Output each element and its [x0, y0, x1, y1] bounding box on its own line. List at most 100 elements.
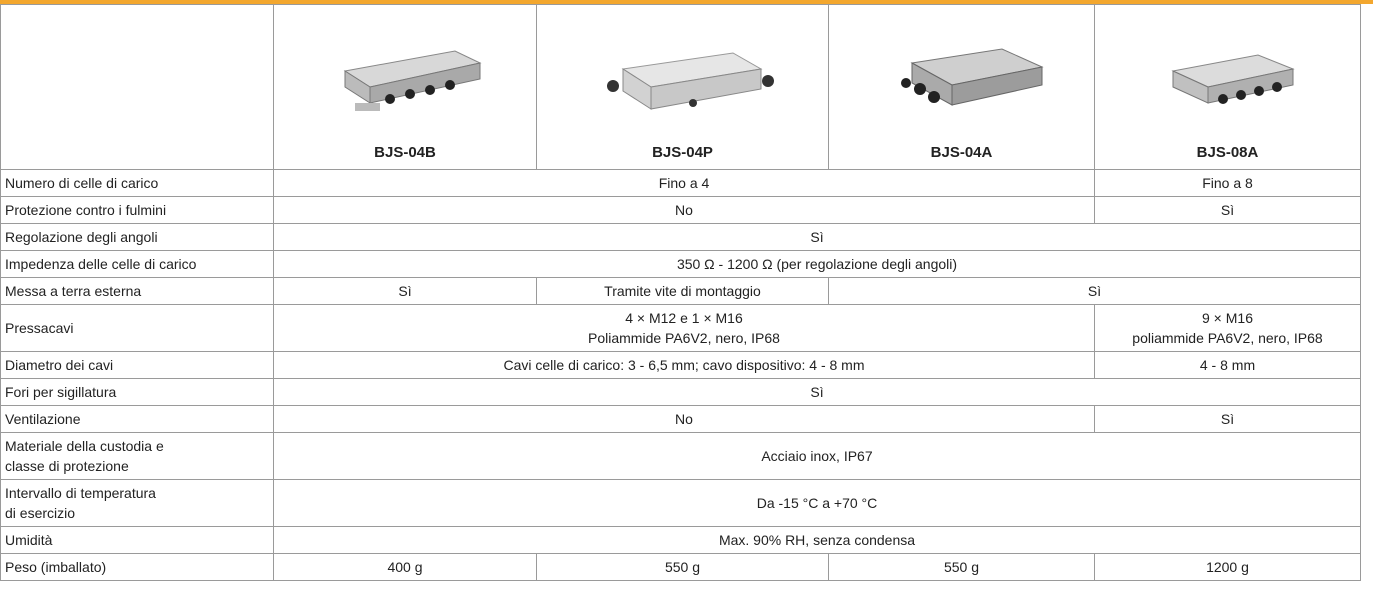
row-label: Materiale della custodia e classe di prot… — [0, 432, 274, 480]
spec-value: 550 g — [536, 553, 829, 581]
label-line: Regolazione degli angoli — [5, 229, 158, 245]
value-line: Sì — [398, 283, 412, 299]
spec-row: Ventilazione No Sì — [0, 405, 1361, 433]
value-line: Fino a 4 — [658, 175, 710, 191]
table-body: Numero di celle di carico Fino a 4 Fino a … — [0, 169, 1361, 581]
product-image — [278, 41, 532, 121]
row-label: Impedenza delle celle di carico — [0, 250, 274, 278]
row-label: Umidità — [0, 526, 274, 554]
value-line: 400 g — [387, 559, 423, 575]
spec-row: Numero di celle di carico Fino a 4 Fino a … — [0, 169, 1361, 197]
value-line: 550 g — [943, 559, 980, 575]
label-line: Peso (imballato) — [5, 559, 107, 575]
spec-row: Intervallo di temperatura di esercizio Da … — [0, 479, 1361, 527]
spec-row: Regolazione degli angoli Sì — [0, 223, 1361, 251]
value-line: 9 × M16 — [1202, 310, 1253, 326]
spec-value: 400 g — [273, 553, 537, 581]
value-line: Max. 90% RH, senza condensa — [718, 532, 916, 548]
spec-value: 4 × M12 e 1 × M16 Poliammide PA6V2, nero,… — [273, 304, 1095, 352]
spec-table: BJS-04B BJS-04P BJS-04A BJS-08A Numero di c… — [0, 4, 1361, 581]
row-label: Diametro dei cavi — [0, 351, 274, 379]
label-line: classe di protezione — [5, 458, 129, 474]
value-line: Acciaio inox, IP67 — [761, 448, 873, 464]
spec-value: Sì — [1094, 196, 1361, 224]
value-line: Da -15 °C a +70 °C — [756, 495, 878, 511]
value-line: 350 Ω - 1200 Ω (per regolazione degli an… — [676, 256, 958, 272]
spec-row: Pressacavi 4 × M12 e 1 × M16 Poliammide PA… — [0, 304, 1361, 352]
spec-value: Fino a 4 — [273, 169, 1095, 197]
spec-value: Sì — [1094, 405, 1361, 433]
product-name: BJS-04A — [930, 144, 993, 161]
label-line: Protezione contro i fulmini — [5, 202, 167, 218]
row-label: Protezione contro i fulmini — [0, 196, 274, 224]
spec-value: Cavi celle di carico: 3 - 6,5 mm; cavo d… — [273, 351, 1095, 379]
spec-value: No — [273, 405, 1095, 433]
label-line: Impedenza delle celle di carico — [5, 256, 197, 272]
row-label: Numero di celle di carico — [0, 169, 274, 197]
value-line: Sì — [1220, 202, 1235, 218]
spec-value: Fino a 8 — [1094, 169, 1361, 197]
spec-row: Messa a terra esterna Sì Tramite vite di m… — [0, 277, 1361, 305]
spec-value: Tramite vite di montaggio — [536, 277, 829, 305]
value-line: Sì — [1087, 283, 1102, 299]
value-line: 550 g — [664, 559, 701, 575]
row-label: Ventilazione — [0, 405, 274, 433]
value-line: poliammide PA6V2, nero, IP68 — [1132, 330, 1323, 346]
product-header: BJS-04B — [273, 4, 537, 170]
label-line: di esercizio — [5, 505, 76, 521]
spec-value: 4 - 8 mm — [1094, 351, 1361, 379]
product-image — [833, 41, 1090, 121]
product-name: BJS-08A — [1196, 144, 1259, 161]
label-line: Intervallo di temperatura — [5, 485, 156, 501]
row-label: Peso (imballato) — [0, 553, 274, 581]
product-header: BJS-04A — [828, 4, 1095, 170]
product-image — [541, 41, 824, 121]
value-line: Sì — [1220, 411, 1235, 427]
product-name: BJS-04P — [652, 144, 713, 161]
value-line: Poliammide PA6V2, nero, IP68 — [588, 330, 780, 346]
label-line: Numero di celle di carico — [5, 175, 159, 191]
row-label: Fori per sigillatura — [0, 378, 274, 406]
spec-value: Sì — [273, 223, 1361, 251]
spec-value: No — [273, 196, 1095, 224]
spec-row: Impedenza delle celle di carico 350 Ω - 1… — [0, 250, 1361, 278]
row-label: Intervallo di temperatura di esercizio — [0, 479, 274, 527]
spec-row: Protezione contro i fulmini No Sì — [0, 196, 1361, 224]
value-line: 4 × M12 e 1 × M16 — [625, 310, 743, 326]
value-line: Cavi celle di carico: 3 - 6,5 mm; cavo d… — [503, 357, 865, 373]
spec-value: Sì — [273, 277, 537, 305]
spec-value: Acciaio inox, IP67 — [273, 432, 1361, 480]
product-header: BJS-08A — [1094, 4, 1361, 170]
label-line: Pressacavi — [5, 320, 74, 336]
spec-row: Umidità Max. 90% RH, senza condensa — [0, 526, 1361, 554]
row-label: Messa a terra esterna — [0, 277, 274, 305]
spec-value: Sì — [828, 277, 1361, 305]
value-line: Fino a 8 — [1202, 175, 1253, 191]
corner — [0, 4, 274, 170]
spec-value: 1200 g — [1094, 553, 1361, 581]
value-line: 4 - 8 mm — [1199, 357, 1256, 373]
label-line: Fori per sigillatura — [5, 384, 117, 400]
label-line: Messa a terra esterna — [5, 283, 142, 299]
product-header: BJS-04P — [536, 4, 829, 170]
spec-value: 350 Ω - 1200 Ω (per regolazione degli an… — [273, 250, 1361, 278]
spec-value: 9 × M16 poliammide PA6V2, nero, IP68 — [1094, 304, 1361, 352]
label-line: Ventilazione — [5, 411, 81, 427]
label-line: Umidità — [5, 532, 53, 548]
value-line: Tramite vite di montaggio — [604, 283, 761, 299]
product-image — [1099, 41, 1356, 121]
header-row: BJS-04B BJS-04P BJS-04A BJS-08A — [0, 4, 1361, 170]
spec-value: Sì — [273, 378, 1361, 406]
spec-row: Materiale della custodia e classe di prot… — [0, 432, 1361, 480]
value-line: No — [675, 411, 693, 427]
value-line: Sì — [810, 229, 824, 245]
label-line: Diametro dei cavi — [5, 357, 114, 373]
value-line: Sì — [810, 384, 824, 400]
spec-value: Da -15 °C a +70 °C — [273, 479, 1361, 527]
row-label: Pressacavi — [0, 304, 274, 352]
value-line: 1200 g — [1206, 559, 1249, 575]
spec-value: Max. 90% RH, senza condensa — [273, 526, 1361, 554]
top-bar — [0, 0, 1373, 4]
spec-row: Fori per sigillatura Sì — [0, 378, 1361, 406]
